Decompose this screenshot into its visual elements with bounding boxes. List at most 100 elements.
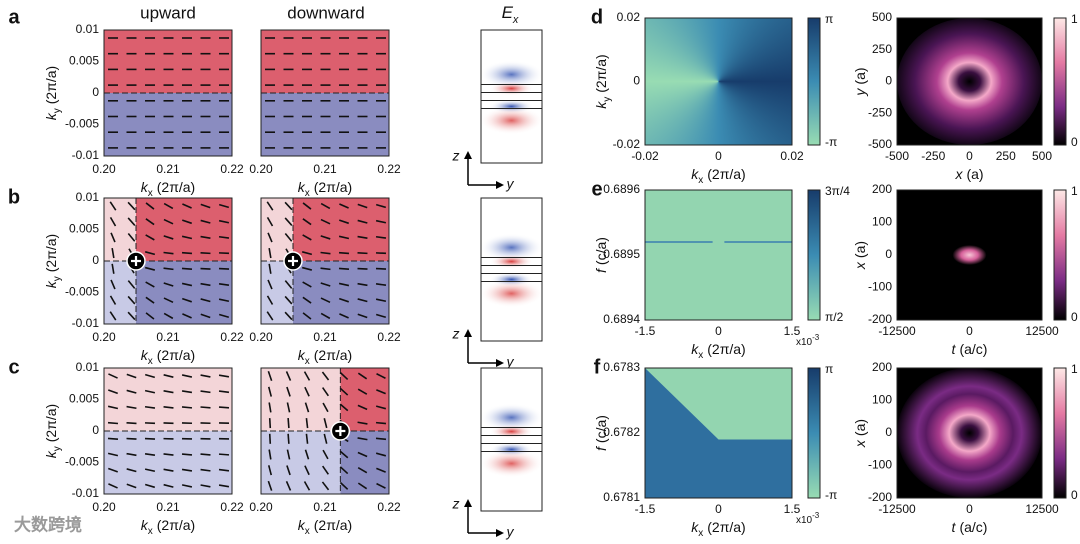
polarization-dash (144, 483, 156, 489)
label-unit: (2π/a) (157, 347, 195, 363)
polarization-dash (338, 282, 350, 287)
axis-label: y (a) (852, 67, 868, 96)
colorbar-tick-label: 3π/4 (825, 184, 850, 198)
polarization-dash (163, 297, 174, 304)
label-symbol: f (593, 445, 609, 451)
polarization-dash (268, 402, 272, 413)
polarization-map (261, 30, 389, 156)
field-lobe (479, 449, 544, 478)
polarization-dash (109, 295, 117, 305)
region (340, 431, 389, 494)
polarization-dash (321, 481, 330, 491)
region (104, 431, 232, 494)
axis-label: ky (2π/a) (43, 234, 63, 288)
label-subscript: x (512, 14, 519, 26)
polarization-dash (181, 390, 193, 394)
polarization-dash (218, 283, 230, 286)
y-tick-label: 0.005 (69, 222, 99, 236)
x-tick-label: -1.5 (635, 502, 656, 516)
polarization-dash (339, 203, 349, 209)
polarization-dash (321, 387, 330, 397)
polarization-dash (287, 433, 290, 444)
polarization-dash (320, 235, 331, 240)
region (293, 261, 389, 324)
phase-gradient (645, 18, 792, 145)
label-unit: (2π/a) (43, 404, 59, 442)
polarization-dash (200, 468, 211, 472)
label-subscript: x (698, 528, 703, 539)
colorbar-tick-label: 1 (1071, 362, 1078, 376)
arrow-head (464, 329, 472, 337)
polarization-dash (126, 468, 137, 473)
label-symbol: k (141, 517, 149, 533)
panel-letter: b (8, 186, 20, 208)
polarization-dash (339, 466, 349, 475)
polarization-dash (182, 219, 192, 225)
polarization-dash (285, 480, 292, 491)
field-frame-bg (481, 368, 542, 511)
y-tick-label: 0 (885, 425, 892, 439)
polarization-dash (357, 482, 368, 490)
polarization-dash (182, 313, 192, 319)
polarization-dash (181, 453, 193, 456)
polarization-dash (302, 234, 312, 241)
label-unit: (2π/a) (43, 234, 59, 272)
polarization-dash (357, 298, 368, 303)
polarization-dash (302, 202, 312, 210)
polarization-map (261, 198, 389, 324)
y-tick-label: 0.01 (76, 360, 100, 374)
y-tick-label: 0 (633, 74, 640, 88)
polarization-dash (268, 263, 272, 274)
label-unit: (2π/a) (707, 166, 745, 182)
polarization-map (104, 198, 232, 324)
label-symbol: x (852, 439, 868, 448)
y-tick-label: 0.01 (76, 22, 100, 36)
label-subscript: x (305, 526, 310, 537)
label-subscript: y (52, 276, 63, 281)
x-tick-label: 0 (715, 502, 722, 516)
plot-frame (103, 29, 233, 157)
label-unit: (a/c) (959, 519, 987, 535)
axis-label: kx (2π/a) (298, 179, 352, 199)
polarization-dash (200, 235, 211, 240)
label-subscript: x (148, 356, 153, 367)
axis-label: f (c/a) (593, 237, 609, 273)
arrow-head (496, 529, 504, 537)
plot-frame (644, 367, 793, 499)
polarization-dash (320, 251, 331, 255)
polarization-dash (107, 421, 119, 425)
field-lobe (479, 403, 544, 432)
colorbar-tick-label: π (825, 12, 833, 26)
polarization-dash (110, 279, 116, 290)
polarization-map (104, 368, 232, 494)
polarization-dash (320, 218, 331, 225)
polarization-dash (144, 405, 156, 409)
y-tick-label: -500 (868, 137, 892, 151)
polarization-dash (163, 267, 174, 271)
polarization-dash (375, 405, 387, 410)
polarization-dash (145, 218, 155, 226)
field-lobe (479, 279, 544, 308)
x-tick-label: -1.5 (635, 324, 656, 338)
arrow-head (464, 151, 472, 159)
axis-label: f (c/a) (593, 415, 609, 451)
field-frame (480, 29, 543, 164)
polarization-dash (375, 437, 387, 441)
y-tick-label: -0.02 (613, 137, 641, 151)
label-unit: (a/c) (959, 341, 987, 357)
phase-map (645, 18, 792, 145)
label-symbol: k (298, 517, 306, 533)
polarization-dash (268, 248, 272, 259)
label-symbol: k (43, 112, 59, 120)
polarization-dash (200, 406, 211, 409)
polarization-dash (267, 386, 273, 397)
polarization-dash (305, 418, 309, 429)
polarization-dash (267, 279, 273, 290)
axis-label: kx (2π/a) (141, 517, 195, 537)
polarization-dash (108, 467, 118, 473)
y-tick-label: 0.6783 (603, 360, 640, 374)
polarization-dash (218, 453, 230, 456)
polarization-dash (182, 203, 192, 209)
x-tick-label: 0.20 (249, 162, 273, 176)
polarization-dash (339, 481, 349, 490)
